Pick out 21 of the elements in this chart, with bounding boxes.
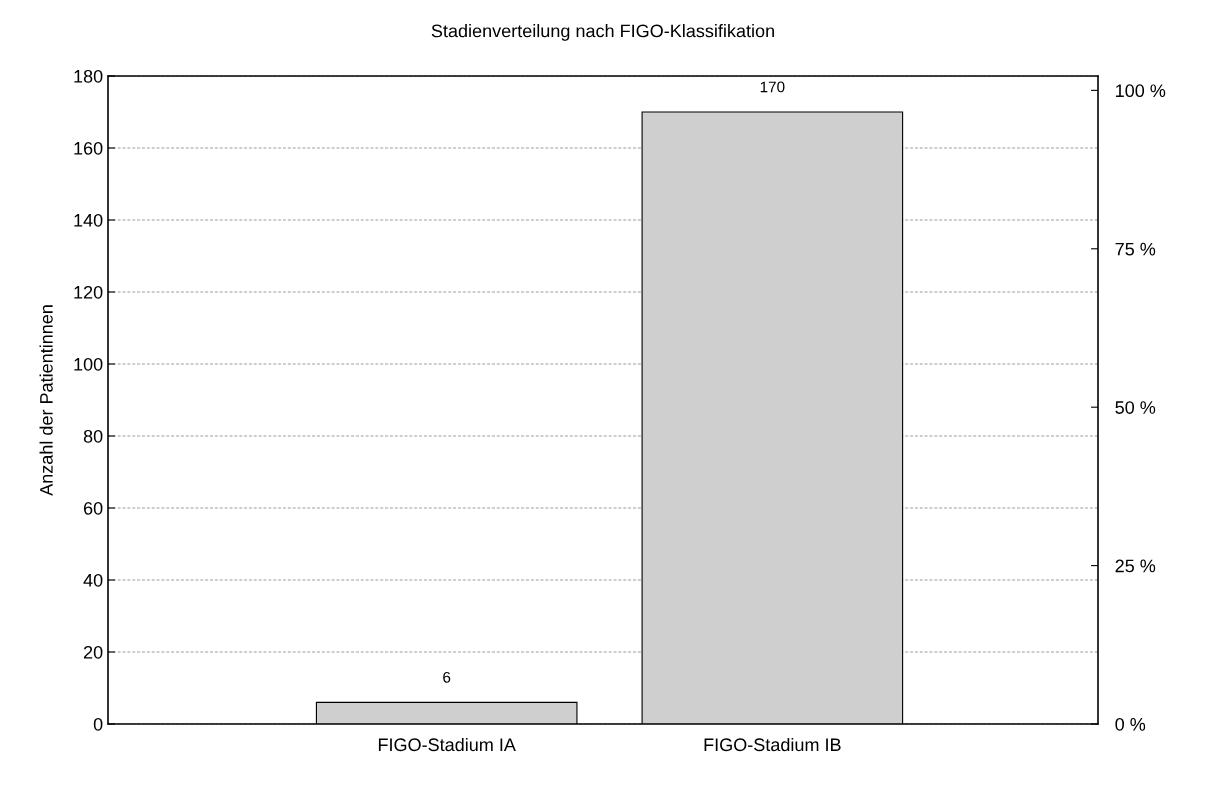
- y2-tick-label: 0 %: [1115, 717, 1146, 731]
- y-tick-label: 0: [93, 717, 103, 731]
- y-tick-label: 120: [74, 285, 103, 299]
- data-label: 6: [443, 671, 451, 683]
- y2-tick-label: 50 %: [1115, 401, 1156, 414]
- x-tick-label: FIGO-Stadium IB: [704, 737, 841, 752]
- x-tick-label: FIGO-Stadium IA: [378, 737, 516, 752]
- y-tick-label: 140: [74, 213, 103, 227]
- y-tick-label: 40: [83, 573, 103, 587]
- y-tick-label: 20: [83, 645, 103, 659]
- y2-tick-label: 100 %: [1116, 84, 1166, 98]
- y-tick-label: 80: [83, 429, 103, 443]
- y-tick-label: 180: [74, 69, 103, 83]
- chart-title: Stadienverteilung nach FIGO-Klassifikation: [431, 24, 774, 41]
- y-tick-label: 60: [83, 501, 103, 515]
- y-tick-label: 160: [74, 141, 103, 155]
- y2-tick-label: 75 %: [1115, 242, 1156, 256]
- y2-tick-label: 25 %: [1115, 559, 1156, 573]
- y-axis-title: Anzahl der Patientinnen: [39, 305, 53, 496]
- y-tick-label: 100: [74, 357, 103, 371]
- data-label: 170: [760, 81, 785, 93]
